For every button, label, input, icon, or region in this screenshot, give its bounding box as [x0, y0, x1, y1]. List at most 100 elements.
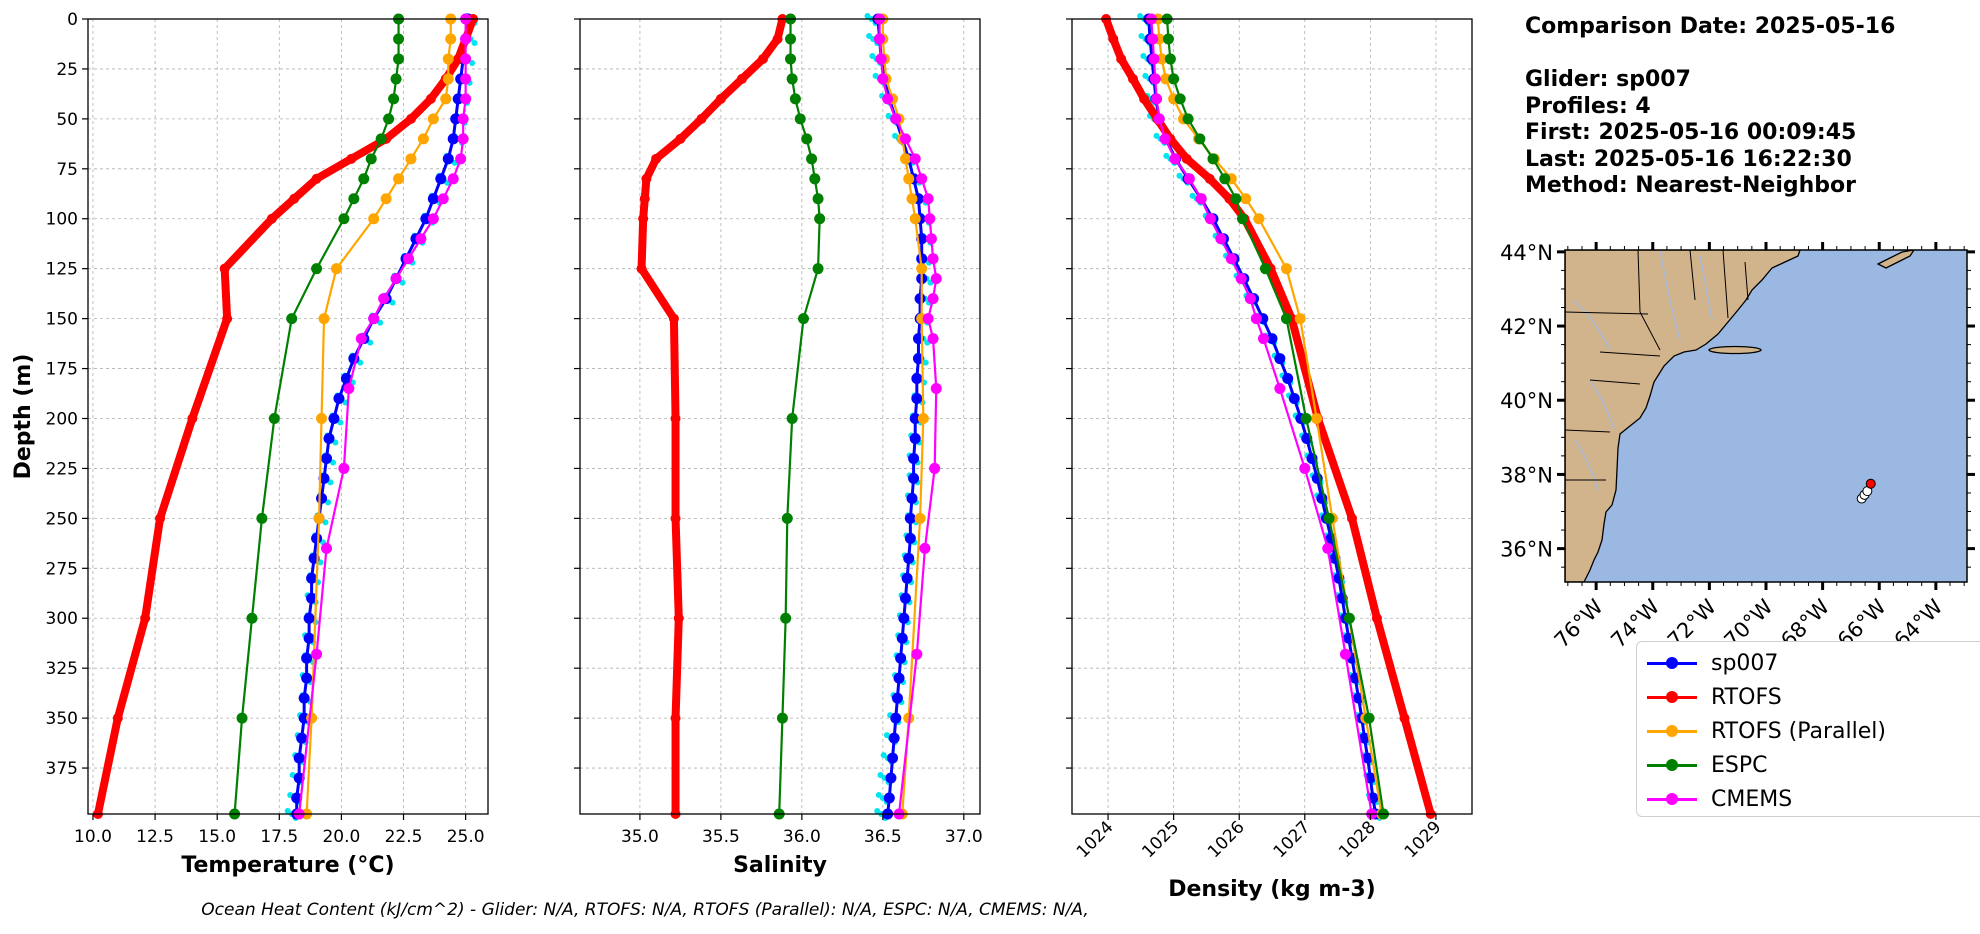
point-rtofs-parallel — [427, 113, 439, 125]
point-espc — [1219, 173, 1231, 185]
point-espc — [286, 313, 298, 325]
point-rtofs — [219, 263, 230, 274]
map-lat-label: 38°N — [1500, 463, 1553, 487]
point-rtofs — [675, 133, 686, 144]
point-sp007 — [900, 592, 912, 604]
y-tick-label: 175 — [46, 360, 78, 380]
y-tick-label: 50 — [56, 110, 78, 130]
point-cmems — [390, 273, 402, 285]
point-sp007 — [911, 393, 923, 405]
point-sp007 — [914, 293, 926, 305]
map-land — [1565, 250, 1801, 582]
point-espc — [375, 133, 387, 145]
point-sp007 — [321, 452, 333, 464]
x-tick-label: 22.5 — [385, 827, 423, 847]
map-lat-label: 40°N — [1500, 389, 1553, 413]
point-espc — [365, 153, 377, 165]
point-cmems — [447, 173, 459, 185]
x-tick-label: 35.0 — [621, 827, 659, 847]
point-espc — [809, 173, 821, 185]
point-sp007-raw — [367, 339, 374, 346]
point-sp007 — [311, 532, 323, 544]
point-sp007 — [1362, 752, 1374, 764]
point-cmems — [402, 253, 414, 265]
point-sp007 — [901, 572, 913, 584]
x-tick-label: 35.5 — [702, 827, 740, 847]
point-rtofs-parallel — [1160, 73, 1172, 85]
point-espc — [1323, 512, 1335, 524]
point-sp007-raw — [874, 808, 881, 814]
map-rivers — [1572, 250, 1713, 491]
x-axis-label: Density (kg m-3) — [1168, 877, 1376, 902]
point-cmems — [355, 333, 367, 345]
nova-scotia — [1876, 250, 1915, 269]
axes-frame — [579, 18, 981, 815]
point-sp007 — [296, 732, 308, 744]
y-tick-label: 150 — [46, 310, 78, 330]
point-sp007-raw — [284, 808, 291, 814]
point-sp007-raw — [1138, 32, 1145, 39]
point-cmems — [1169, 153, 1181, 165]
point-rtofs-parallel — [440, 93, 452, 105]
point-espc — [268, 412, 280, 424]
point-cmems — [925, 233, 937, 245]
point-sp007 — [893, 672, 905, 684]
point-espc — [801, 133, 813, 145]
legend-item-rtofs: RTOFS — [1647, 680, 1980, 714]
ocean-heat-content-note: Ocean Heat Content (kJ/cm^2) - Glider: N… — [201, 900, 1089, 920]
point-sp007-raw — [866, 32, 873, 39]
point-sp007 — [1266, 333, 1278, 345]
point-cmems — [1225, 253, 1237, 265]
point-cmems — [874, 33, 886, 45]
x-tick-label: 17.5 — [260, 827, 298, 847]
point-cmems — [1148, 53, 1160, 65]
y-tick-label: 0 — [67, 10, 78, 30]
legend-swatch-sp007 — [1647, 653, 1697, 673]
point-rtofs-parallel — [909, 213, 921, 225]
point-espc — [1162, 33, 1174, 45]
point-espc — [786, 412, 798, 424]
point-sp007 — [887, 752, 899, 764]
x-tick-label: 10.0 — [74, 827, 112, 847]
point-rtofs — [289, 193, 300, 204]
point-cmems — [919, 542, 931, 554]
point-cmems — [909, 153, 921, 165]
point-sp007-raw — [322, 519, 329, 526]
point-espc — [1259, 263, 1271, 275]
point-espc — [814, 213, 826, 225]
point-cmems — [922, 193, 934, 205]
interpolation-method: Method: Nearest-Neighbor — [1525, 173, 1856, 198]
legend-swatch-cmems — [1647, 789, 1697, 809]
point-sp007-raw — [922, 359, 929, 366]
legend-label-rtofs-parallel: RTOFS (Parallel) — [1711, 718, 1886, 744]
point-rtofs — [639, 193, 650, 204]
map-state-borders — [1565, 250, 1749, 481]
point-espc — [776, 712, 788, 724]
point-espc — [806, 153, 818, 165]
point-sp007 — [298, 692, 310, 704]
point-sp007 — [333, 393, 345, 405]
point-cmems — [321, 542, 333, 554]
line-cmems — [878, 19, 938, 815]
x-axis-label: Temperature (°C) — [181, 853, 394, 878]
point-rtofs — [696, 113, 707, 124]
point-rtofs — [1371, 613, 1382, 624]
point-sp007 — [885, 772, 897, 784]
point-rtofs-parallel — [1294, 313, 1306, 325]
point-sp007-raw — [875, 792, 882, 799]
point-sp007 — [1274, 353, 1286, 365]
glider-position-marker — [1865, 478, 1876, 489]
point-rtofs-parallel — [1156, 53, 1168, 65]
point-sp007 — [427, 193, 439, 205]
point-rtofs-parallel — [914, 512, 926, 524]
point-sp007 — [898, 612, 910, 624]
point-espc — [236, 712, 248, 724]
point-espc — [785, 33, 797, 45]
point-rtofs — [651, 153, 662, 164]
point-sp007-raw — [880, 752, 887, 759]
legend-label-sp007: sp007 — [1711, 650, 1779, 676]
point-cmems — [460, 33, 472, 45]
point-sp007-raw — [877, 772, 884, 779]
point-sp007 — [908, 472, 920, 484]
point-cmems — [916, 173, 928, 185]
